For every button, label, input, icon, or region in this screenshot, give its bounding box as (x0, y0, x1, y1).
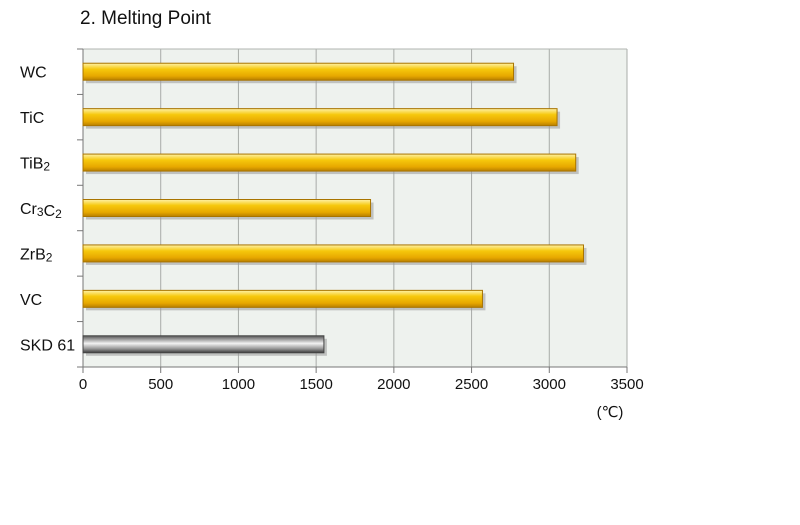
x-tick-label: 0 (79, 376, 87, 393)
x-tick-label: 1000 (222, 376, 255, 393)
x-tick-label: 2000 (377, 376, 410, 393)
chart-title: 2. Melting Point (80, 8, 211, 29)
labels: 0 500 1000 1500 2000 2500 3000 3500 WC TiC TiB2 Cr3… (20, 65, 644, 421)
bar (82, 335, 325, 354)
x-tick-label: 3500 (610, 376, 643, 393)
bar (82, 62, 515, 81)
x-tick-label: 500 (148, 376, 173, 393)
category-label: ZrB2 (20, 246, 53, 264)
bars (82, 62, 587, 356)
category-label: VC (20, 292, 42, 309)
bar (82, 153, 577, 172)
category-label: TiC (20, 110, 44, 127)
bar (82, 108, 558, 127)
category-label: SKD 61 (20, 337, 75, 354)
x-tick-label: 3000 (533, 376, 566, 393)
bar (82, 289, 483, 308)
bar (82, 244, 584, 263)
category-label: Cr3C2 (20, 201, 62, 221)
bar (82, 199, 372, 217)
category-label: TiB2 (20, 156, 50, 174)
category-label: WC (20, 65, 47, 82)
x-tick-label: 2500 (455, 376, 488, 393)
unit-label: (℃) (597, 404, 624, 421)
x-tick-label: 1500 (299, 376, 332, 393)
